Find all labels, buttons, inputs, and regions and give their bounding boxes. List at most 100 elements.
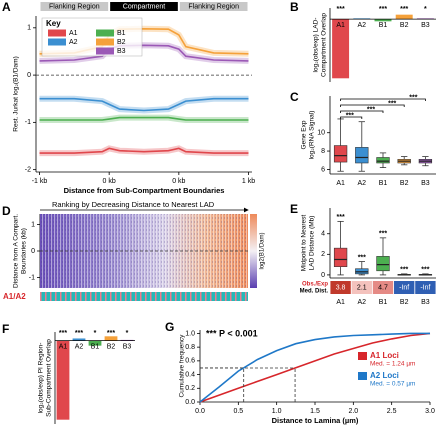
ratio-label: 2.1	[357, 284, 367, 291]
y-tick-label: -1	[25, 119, 31, 126]
region-label: Compartment	[123, 4, 165, 11]
x-tick-label: A1	[336, 180, 345, 187]
legend-label: B2	[117, 39, 126, 46]
y-tick-label: 0.2	[185, 385, 195, 392]
y-tick-label: 0.6	[185, 358, 195, 365]
y-tick-label: -2	[25, 166, 31, 173]
y-tick-label: 10	[317, 130, 325, 137]
bar	[56, 340, 70, 420]
significance: ***	[379, 6, 387, 13]
y-axis-label: Sub-Compartment Overlap	[46, 339, 53, 417]
y-axis-label: log₂(obs/exp) PI Region-	[38, 343, 45, 414]
box	[376, 157, 390, 164]
x-tick-label: B1	[379, 299, 388, 306]
bracket-label: ***	[409, 94, 417, 101]
y-tick-label: 4	[321, 231, 325, 238]
box	[376, 256, 390, 272]
y-tick-label: 8	[321, 148, 325, 155]
region-header	[110, 2, 178, 11]
region-header	[40, 2, 109, 11]
x-axis-label: Distance from Sub-Compartment Boundaries	[64, 186, 225, 195]
panel-letter: D	[2, 204, 11, 218]
bar	[104, 336, 118, 341]
legend-median: Med. = 0.57 µm	[370, 381, 415, 388]
x-tick-label: A1	[336, 299, 345, 306]
panel-letter: C	[290, 90, 299, 104]
row-label: Obs./Exp	[302, 282, 328, 288]
x-tick-label: B2	[400, 180, 409, 187]
x-tick-label: 3.0	[425, 408, 435, 415]
legend-title: Key	[46, 19, 61, 28]
y-axis-label: Boundaries (kb)	[21, 228, 28, 274]
category-label: A2	[358, 22, 367, 29]
significance: ***	[75, 330, 83, 337]
bracket-label: ***	[346, 112, 354, 119]
significance: *	[126, 330, 129, 337]
legend-swatch	[96, 38, 114, 46]
y-axis-label: Distance from A Compart.	[13, 214, 20, 288]
y-axis-label: LAD Distance (Mb)	[309, 216, 316, 271]
category-label: B2	[400, 22, 409, 29]
category-label: B3	[421, 22, 430, 29]
y-axis-label: Midpoint to Nearest	[301, 215, 308, 272]
ratio-label: -Inf	[399, 284, 409, 291]
strip-label: A1/A2	[3, 292, 26, 301]
x-tick-label: 0 kb	[172, 178, 185, 185]
y-tick-label: 0.4	[185, 371, 195, 378]
y-tick-label: 1.0	[185, 330, 195, 337]
y-tick-label: -1	[29, 274, 35, 281]
box	[333, 247, 348, 267]
x-tick-label: 0 kb	[103, 178, 116, 185]
category-label: B3	[123, 343, 132, 350]
x-tick-label: -1 kb	[32, 178, 48, 185]
row-label: Med. Dist.	[300, 289, 329, 295]
bracket	[340, 98, 426, 101]
chart-title: *** P < 0.001	[206, 328, 258, 338]
y-tick-label: 0	[31, 248, 35, 255]
line	[199, 332, 430, 403]
legend-swatch	[358, 372, 367, 380]
significance: ***	[358, 254, 366, 261]
y-tick-label: 2	[321, 251, 325, 258]
ratio-cell	[351, 281, 372, 294]
ratio-cell	[394, 281, 415, 294]
line-band	[39, 95, 249, 114]
x-tick-label: B2	[400, 299, 409, 306]
ratio-label: 4.7	[378, 284, 388, 291]
significance: ***	[59, 330, 67, 337]
y-tick-label: 0.0	[185, 399, 195, 406]
significance: ***	[379, 231, 387, 238]
panel-letter: F	[2, 322, 9, 336]
region-header	[179, 2, 248, 11]
legend-box	[41, 17, 143, 57]
significance: ***	[421, 267, 429, 274]
y-tick-label: 1	[27, 25, 31, 32]
ratio-label: -Inf	[420, 284, 430, 291]
category-label: B1	[91, 343, 100, 350]
y-axis-label: Rest. Jurkat log₂(B1/Dam)	[13, 56, 20, 132]
x-tick-label: 0.0	[195, 408, 205, 415]
ratio-cell	[330, 281, 351, 294]
legend-label: A1	[69, 30, 78, 37]
legend-swatch	[48, 29, 66, 37]
ratio-label: 3.8	[336, 284, 346, 291]
category-label: A1	[336, 22, 345, 29]
significance: ***	[337, 6, 345, 13]
colorbar	[250, 214, 257, 288]
ratio-cell	[372, 281, 394, 294]
y-tick-label: 6	[321, 166, 325, 173]
colorbar-label: log2(B1/Dam)	[260, 232, 266, 269]
y-axis-label: Cumulative frequency	[179, 334, 186, 398]
category-label: B2	[107, 343, 116, 350]
bar	[332, 19, 350, 79]
x-tick-label: B3	[421, 180, 430, 187]
significance: *	[424, 6, 427, 13]
x-tick-label: 2.0	[348, 408, 358, 415]
bar	[88, 340, 102, 346]
legend-label: B3	[117, 48, 126, 55]
legend-swatch	[358, 352, 367, 360]
line	[39, 147, 249, 154]
panel-letter: A	[2, 0, 11, 14]
x-tick-label: B3	[421, 299, 430, 306]
